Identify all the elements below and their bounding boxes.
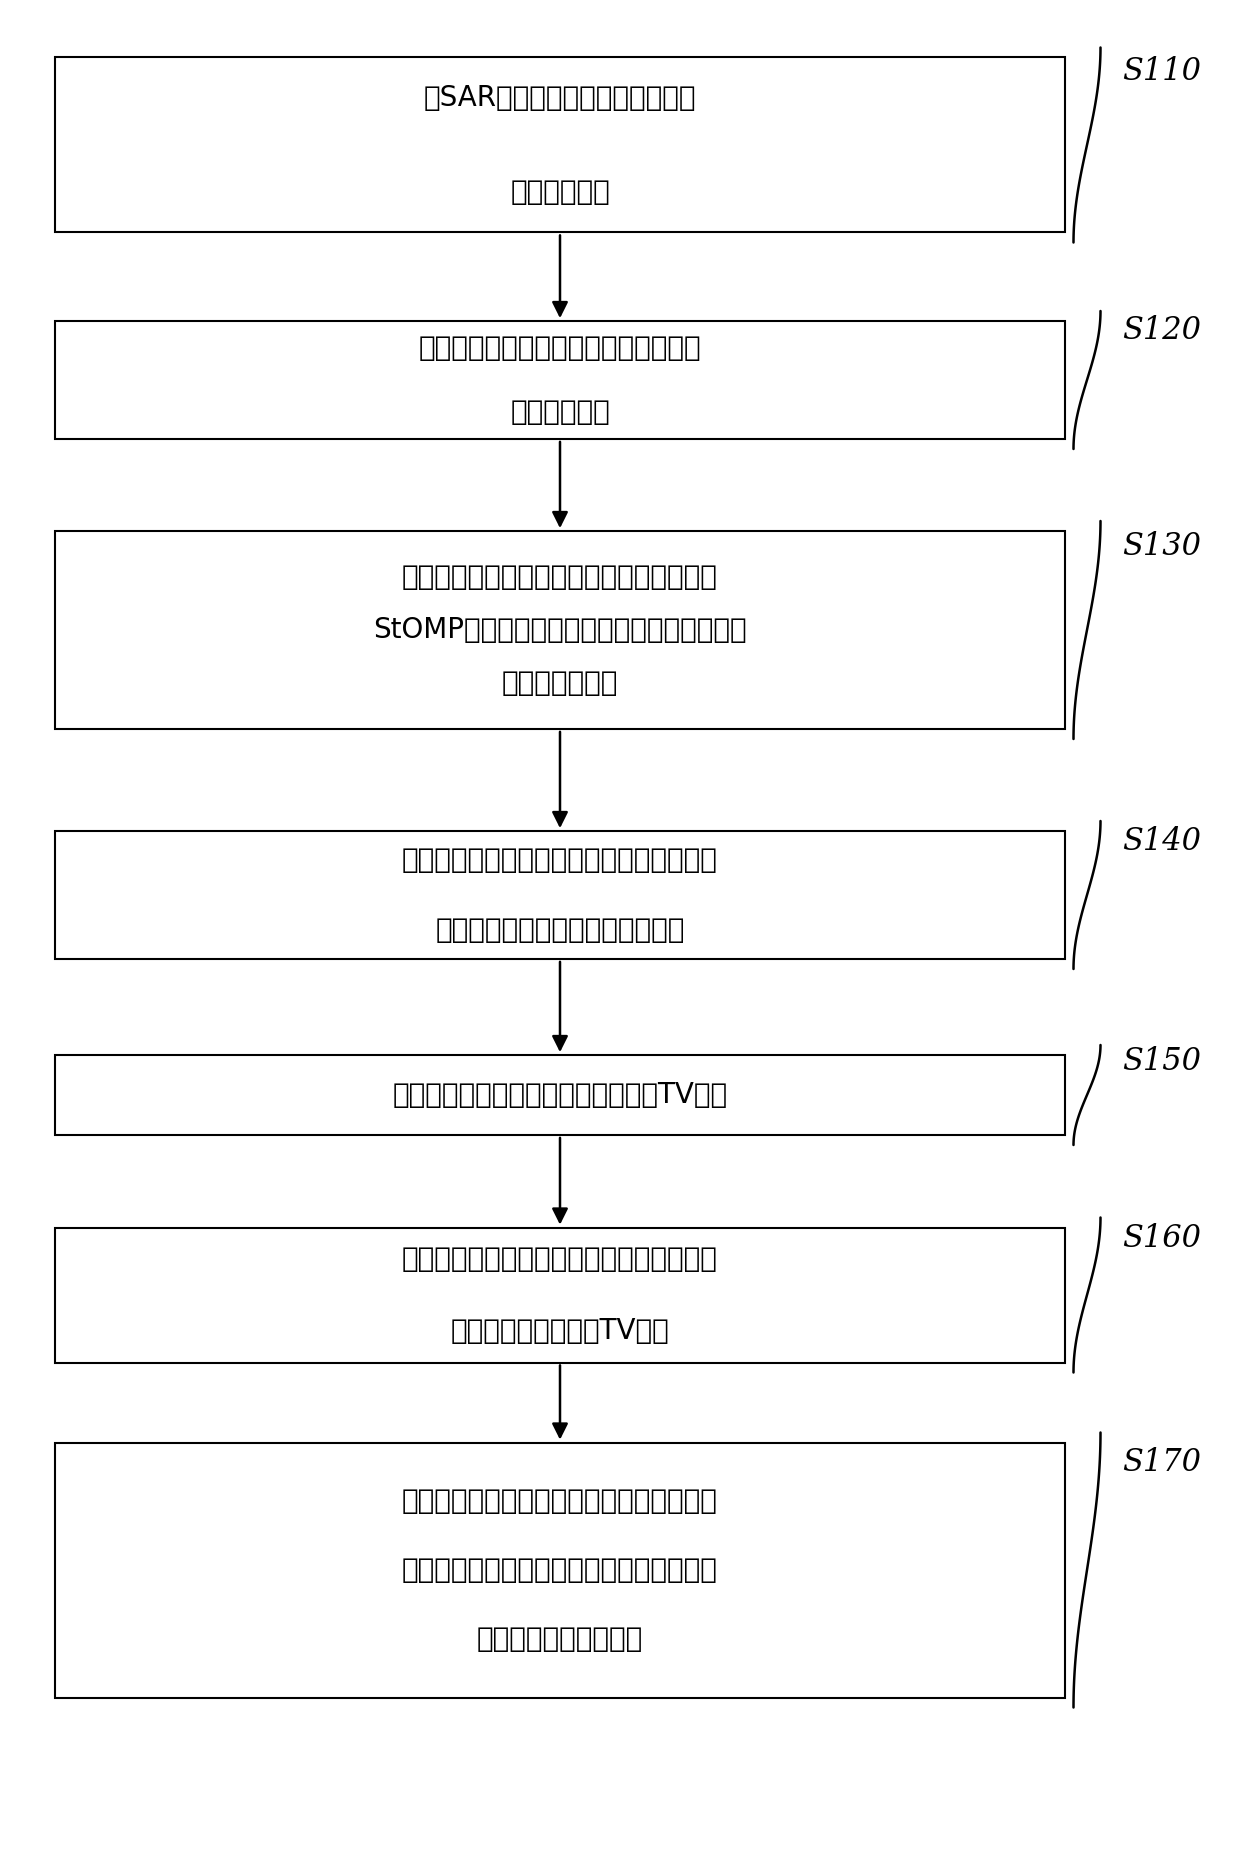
Bar <box>55 57 1065 233</box>
Text: 疏的剪切波系数: 疏的剪切波系数 <box>502 670 619 698</box>
Text: 系数重构为降噪后图像和残差图像: 系数重构为降噪后图像和残差图像 <box>435 916 684 944</box>
Text: 将稀疏的剪切波系数及稀疏处理时丢弃的小: 将稀疏的剪切波系数及稀疏处理时丢弃的小 <box>402 846 718 874</box>
Text: S150: S150 <box>1122 1046 1202 1077</box>
Text: 差是否大于设置门限，若大于继续迭代，否: 差是否大于设置门限，若大于继续迭代，否 <box>402 1557 718 1584</box>
Text: 的剪切波系数: 的剪切波系数 <box>510 398 610 426</box>
Text: StOMP算法求解模型中的最优化问题，获得稀: StOMP算法求解模型中的最优化问题，获得稀 <box>373 616 746 644</box>
Bar <box>55 1227 1065 1362</box>
Bar <box>55 831 1065 959</box>
Text: 将降噪后图像及残差图像作为迭代初始值，: 将降噪后图像及残差图像作为迭代初始值， <box>402 1244 718 1272</box>
Text: 则输出最终的降噪图像: 则输出最终的降噪图像 <box>477 1625 644 1653</box>
Text: 对噪声图像进行剪切波变换，获得图像: 对噪声图像进行剪切波变换，获得图像 <box>419 335 702 363</box>
Text: S140: S140 <box>1122 826 1202 857</box>
Text: S170: S170 <box>1122 1447 1202 1479</box>
Bar <box>55 1442 1065 1697</box>
Text: S160: S160 <box>1122 1224 1202 1253</box>
Text: 建立剪切波域系数的稀疏降噪模型，并使用: 建立剪切波域系数的稀疏降噪模型，并使用 <box>402 563 718 590</box>
Text: S120: S120 <box>1122 315 1202 346</box>
Text: S110: S110 <box>1122 56 1202 87</box>
Text: 将SAR图像的乘性噪声模型转化为: 将SAR图像的乘性噪声模型转化为 <box>424 83 696 111</box>
Text: 判断前后两次迭代所获得图像的平均绝对误: 判断前后两次迭代所获得图像的平均绝对误 <box>402 1486 718 1516</box>
Bar <box>55 1055 1065 1135</box>
Bar <box>55 531 1065 729</box>
Text: 加性噪声模型: 加性噪声模型 <box>510 178 610 205</box>
Text: 建立修复降噪后图像细节边缘信息的TV模型: 建立修复降噪后图像细节边缘信息的TV模型 <box>392 1081 728 1109</box>
Text: 使用最速下降法求解TV模型: 使用最速下降法求解TV模型 <box>450 1318 670 1346</box>
Text: S130: S130 <box>1122 531 1202 563</box>
Bar <box>55 320 1065 439</box>
